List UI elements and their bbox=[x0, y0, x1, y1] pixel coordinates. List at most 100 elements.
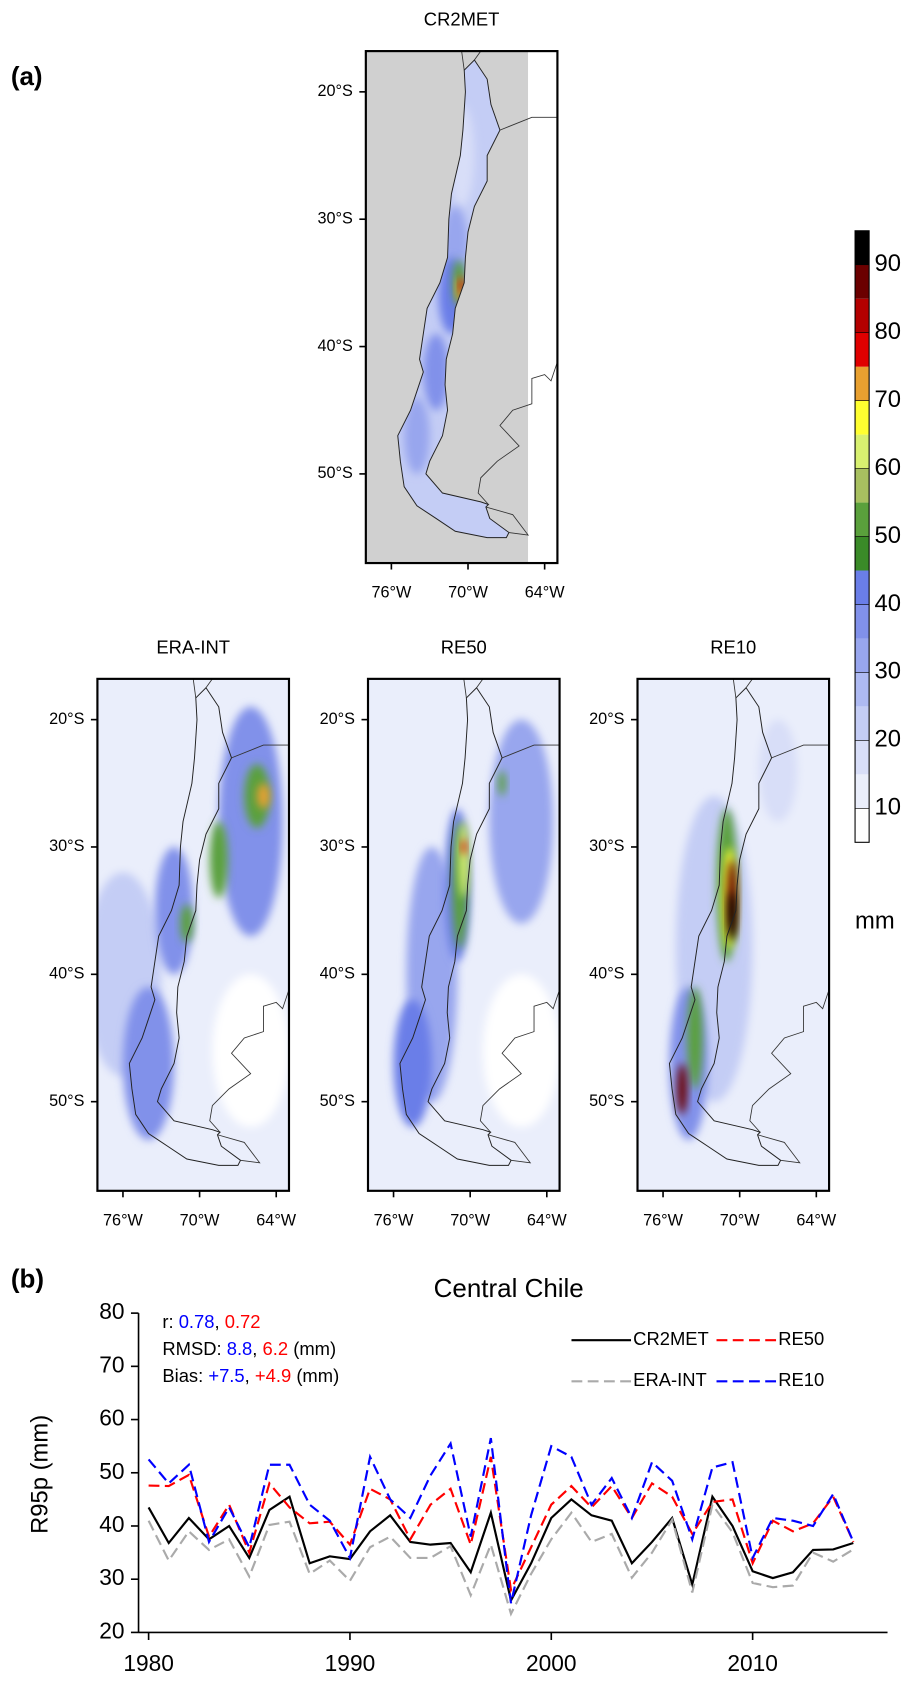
border bbox=[771, 744, 830, 759]
y-tick-label: 30 bbox=[99, 1564, 124, 1590]
colorbar-bin bbox=[855, 230, 870, 265]
border bbox=[205, 678, 213, 688]
border bbox=[485, 506, 530, 536]
annotation-part: r: bbox=[162, 1311, 178, 1332]
x-tick-label: 64°W bbox=[527, 1211, 568, 1229]
precip-blob bbox=[677, 1063, 688, 1115]
series-line bbox=[147, 1502, 854, 1617]
map-frame bbox=[366, 677, 561, 1192]
border bbox=[461, 51, 465, 71]
border bbox=[479, 989, 560, 1133]
y-tick-label: 70 bbox=[99, 1351, 124, 1377]
x-tick-label: 2010 bbox=[727, 1650, 778, 1676]
x-tick-label: 64°W bbox=[796, 1211, 837, 1229]
precip-blob bbox=[482, 974, 560, 1128]
colorbar-unit: mm bbox=[855, 908, 895, 935]
x-tick-label: 70°W bbox=[180, 1211, 221, 1229]
annotation-part: RMSD: bbox=[162, 1338, 226, 1359]
annotation: RMSD: 8.8, 6.2 (mm) bbox=[162, 1338, 336, 1359]
legend-label: ERA-INT bbox=[633, 1369, 707, 1390]
legend-label: CR2MET bbox=[633, 1328, 709, 1349]
x-tick-label: 1990 bbox=[325, 1650, 376, 1676]
map-title: RE50 bbox=[441, 636, 487, 657]
precip-blob bbox=[687, 987, 703, 1089]
map-field bbox=[637, 678, 830, 1191]
border bbox=[463, 678, 467, 698]
colorbar-label: 10 bbox=[875, 794, 901, 821]
colorbar-bin bbox=[855, 434, 870, 469]
precip-blob bbox=[404, 397, 430, 474]
map-frame bbox=[96, 677, 291, 1192]
map-field bbox=[368, 678, 560, 1191]
y-tick-label: 30°S bbox=[49, 837, 85, 855]
map-title: CR2MET bbox=[424, 9, 500, 30]
precip-blob bbox=[423, 333, 449, 411]
precip-blob bbox=[154, 846, 194, 975]
annotation-part: +4.9 bbox=[255, 1365, 291, 1386]
colorbar-label: 50 bbox=[875, 522, 901, 549]
y-axis-label: R95p (mm) bbox=[26, 1415, 53, 1534]
map-frame bbox=[364, 50, 559, 565]
colorbar-bin bbox=[855, 400, 870, 435]
y-tick-label: 20°S bbox=[317, 82, 353, 100]
annotation-part: , bbox=[252, 1338, 262, 1359]
y-tick-label: 30°S bbox=[317, 209, 353, 227]
map-title: RE10 bbox=[710, 636, 756, 657]
x-tick-label: 70°W bbox=[448, 584, 489, 602]
precip-blob bbox=[461, 839, 467, 855]
y-tick-label: 40°S bbox=[589, 965, 625, 983]
y-tick-label: 30°S bbox=[589, 837, 625, 855]
precip-blob bbox=[728, 891, 736, 943]
y-tick-label: 80 bbox=[99, 1298, 124, 1324]
annotation: r: 0.78, 0.72 bbox=[162, 1311, 260, 1332]
colorbar-label: 70 bbox=[875, 386, 901, 413]
y-tick-label: 40°S bbox=[49, 965, 85, 983]
border bbox=[477, 361, 558, 505]
precip-blob bbox=[393, 999, 432, 1128]
colorbar-bin bbox=[855, 298, 870, 333]
x-tick-label: 2000 bbox=[526, 1650, 577, 1676]
map-title: ERA-INT bbox=[156, 636, 230, 657]
border bbox=[732, 678, 737, 698]
y-tick-label: 40°S bbox=[317, 337, 353, 355]
x-tick-label: 70°W bbox=[450, 1211, 491, 1229]
colorbar-label: 90 bbox=[875, 250, 901, 277]
legend-label: RE10 bbox=[778, 1369, 824, 1390]
coastline bbox=[399, 686, 512, 1166]
precip-blob bbox=[209, 821, 228, 898]
y-tick-label: 50°S bbox=[320, 1092, 356, 1110]
colorbar-bin bbox=[855, 536, 870, 571]
annotation-part: 0.78 bbox=[179, 1311, 215, 1332]
border bbox=[757, 1134, 801, 1164]
x-tick-label: 64°W bbox=[256, 1211, 297, 1229]
x-tick-label: 76°W bbox=[371, 584, 412, 602]
y-tick-label: 20°S bbox=[320, 710, 356, 728]
annotation-part: , bbox=[245, 1365, 255, 1386]
precip-blob bbox=[458, 821, 469, 898]
colorbar-bin bbox=[855, 264, 870, 299]
colorbar-bin bbox=[855, 672, 870, 707]
precip-blob bbox=[180, 904, 194, 943]
annotation-part: (mm) bbox=[288, 1338, 336, 1359]
y-tick-label: 40 bbox=[99, 1511, 124, 1537]
chart-title: Central Chile bbox=[434, 1273, 584, 1303]
colorbar-bin bbox=[855, 570, 870, 605]
panel-label: (b) bbox=[11, 1264, 44, 1294]
precip-blob bbox=[212, 974, 289, 1128]
colorbar-bin bbox=[855, 774, 870, 809]
border bbox=[749, 989, 830, 1133]
y-tick-label: 20°S bbox=[589, 710, 625, 728]
annotation-part: Bias: bbox=[162, 1365, 208, 1386]
border bbox=[231, 744, 289, 759]
annotation-part: 0.72 bbox=[225, 1311, 261, 1332]
precip-blob bbox=[257, 783, 270, 809]
colorbar-label: 40 bbox=[875, 590, 901, 617]
colorbar-bin bbox=[855, 468, 870, 503]
colorbar-bin bbox=[855, 808, 870, 843]
x-tick-label: 64°W bbox=[525, 584, 566, 602]
colorbar-label: 30 bbox=[875, 658, 901, 685]
border bbox=[209, 989, 289, 1133]
x-tick-label: 76°W bbox=[643, 1211, 684, 1229]
annotation: Bias: +7.5, +4.9 (mm) bbox=[162, 1365, 339, 1386]
